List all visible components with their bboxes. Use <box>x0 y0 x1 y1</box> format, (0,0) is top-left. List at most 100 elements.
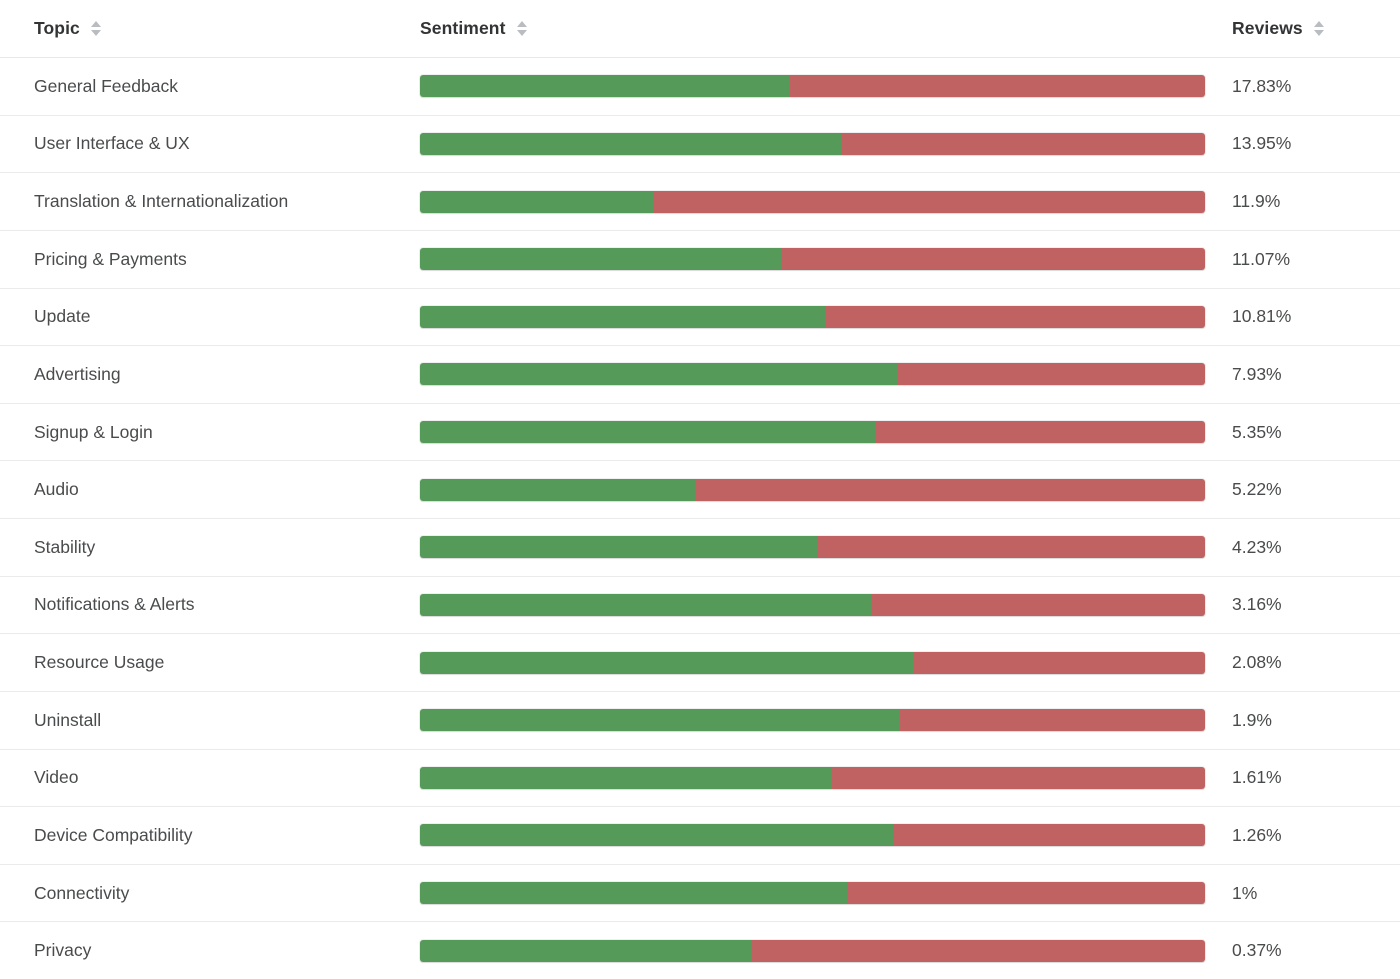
table-row[interactable]: Video 1.61% <box>0 750 1400 808</box>
positive-sentiment-segment <box>420 190 654 213</box>
reviews-value: 17.83% <box>1232 75 1292 96</box>
sentiment-bar <box>420 305 1205 328</box>
positive-sentiment-segment <box>420 766 831 789</box>
sentiment-cell <box>420 593 1205 616</box>
table-row[interactable]: Audio 5.22% <box>0 461 1400 519</box>
table-row[interactable]: Privacy 0.37% <box>0 922 1400 979</box>
negative-sentiment-segment <box>870 593 1205 616</box>
positive-sentiment-segment <box>420 421 876 444</box>
reviews-value: 13.95% <box>1232 133 1292 154</box>
topic-label: Resource Usage <box>34 652 165 673</box>
sentiment-cell <box>420 190 1205 213</box>
column-header-topic[interactable]: Topic <box>0 18 420 39</box>
table-row[interactable]: Connectivity 1% <box>0 865 1400 923</box>
sentiment-bar <box>420 132 1205 155</box>
topic-label: Privacy <box>34 940 92 961</box>
negative-sentiment-segment <box>751 939 1205 962</box>
sentiment-cell <box>420 651 1205 674</box>
negative-sentiment-segment <box>893 824 1205 847</box>
topic-label: Advertising <box>34 363 121 384</box>
table-row[interactable]: Pricing & Payments 11.07% <box>0 231 1400 289</box>
topic-label: Notifications & Alerts <box>34 594 195 615</box>
topic-label: Video <box>34 767 79 788</box>
negative-sentiment-segment <box>653 190 1205 213</box>
topic-label: Update <box>34 306 91 327</box>
topic-label: Pricing & Payments <box>34 248 187 269</box>
table-header-row: Topic Sentiment Reviews <box>0 0 1400 58</box>
negative-sentiment-segment <box>781 248 1205 271</box>
reviews-value: 5.35% <box>1232 421 1282 442</box>
table-row[interactable]: Resource Usage 2.08% <box>0 634 1400 692</box>
column-header-sentiment[interactable]: Sentiment <box>420 18 1205 39</box>
table-row[interactable]: Signup & Login 5.35% <box>0 404 1400 462</box>
positive-sentiment-segment <box>420 132 841 155</box>
reviews-value: 0.37% <box>1232 940 1282 961</box>
reviews-value: 3.16% <box>1232 594 1282 615</box>
sentiment-cell <box>420 363 1205 386</box>
table-body: General Feedback 17.83% User Interface &… <box>0 58 1400 979</box>
topic-label: Audio <box>34 479 79 500</box>
sentiment-bar <box>420 766 1205 789</box>
sentiment-cell <box>420 709 1205 732</box>
topic-label: Translation & Internationalization <box>34 191 289 212</box>
topic-label: General Feedback <box>34 75 178 96</box>
table-row[interactable]: General Feedback 17.83% <box>0 58 1400 116</box>
sentiment-bar <box>420 75 1205 98</box>
table-row[interactable]: User Interface & UX 13.95% <box>0 116 1400 174</box>
topic-label: Signup & Login <box>34 421 153 442</box>
negative-sentiment-segment <box>897 363 1205 386</box>
sort-up-icon <box>90 21 101 27</box>
table-row[interactable]: Device Compatibility 1.26% <box>0 807 1400 865</box>
sort-arrows-icon <box>516 21 527 36</box>
sentiment-bar <box>420 824 1205 847</box>
topic-label: User Interface & UX <box>34 133 190 154</box>
column-header-reviews-label: Reviews <box>1232 18 1303 38</box>
table-row[interactable]: Stability 4.23% <box>0 519 1400 577</box>
sort-arrows-icon <box>1313 21 1324 36</box>
sentiment-cell <box>420 536 1205 559</box>
column-header-reviews[interactable]: Reviews <box>1205 18 1400 39</box>
table-row[interactable]: Uninstall 1.9% <box>0 692 1400 750</box>
negative-sentiment-segment <box>912 651 1205 674</box>
negative-sentiment-segment <box>788 75 1205 98</box>
topic-label: Device Compatibility <box>34 824 193 845</box>
positive-sentiment-segment <box>420 651 913 674</box>
table-row[interactable]: Translation & Internationalization 11.9% <box>0 173 1400 231</box>
topic-label: Stability <box>34 536 96 557</box>
sentiment-cell <box>420 882 1205 905</box>
positive-sentiment-segment <box>420 824 894 847</box>
reviews-value: 11.07% <box>1232 248 1291 269</box>
sort-up-icon <box>1313 21 1324 27</box>
table-row[interactable]: Advertising 7.93% <box>0 346 1400 404</box>
positive-sentiment-segment <box>420 248 782 271</box>
reviews-value: 1.26% <box>1232 824 1282 845</box>
reviews-value: 1.61% <box>1232 767 1282 788</box>
reviews-value: 5.22% <box>1232 479 1282 500</box>
sentiment-cell <box>420 421 1205 444</box>
sentiment-bar <box>420 536 1205 559</box>
sort-down-icon <box>516 30 527 36</box>
positive-sentiment-segment <box>420 363 898 386</box>
sentiment-bar <box>420 478 1205 501</box>
negative-sentiment-segment <box>830 766 1205 789</box>
sentiment-cell <box>420 766 1205 789</box>
table-row[interactable]: Notifications & Alerts 3.16% <box>0 577 1400 635</box>
topic-label: Uninstall <box>34 709 102 730</box>
positive-sentiment-segment <box>420 75 789 98</box>
sentiment-bar <box>420 651 1205 674</box>
sentiment-bar <box>420 248 1205 271</box>
positive-sentiment-segment <box>420 536 818 559</box>
negative-sentiment-segment <box>899 709 1205 732</box>
reviews-value: 10.81% <box>1232 306 1292 327</box>
table-row[interactable]: Update 10.81% <box>0 289 1400 347</box>
sentiment-bar <box>420 593 1205 616</box>
negative-sentiment-segment <box>825 305 1205 328</box>
sort-down-icon <box>90 30 101 36</box>
sentiment-cell <box>420 75 1205 98</box>
negative-sentiment-segment <box>817 536 1205 559</box>
sentiment-bar <box>420 709 1205 732</box>
sentiment-bar <box>420 421 1205 444</box>
sentiment-bar <box>420 882 1205 905</box>
sentiment-cell <box>420 939 1205 962</box>
